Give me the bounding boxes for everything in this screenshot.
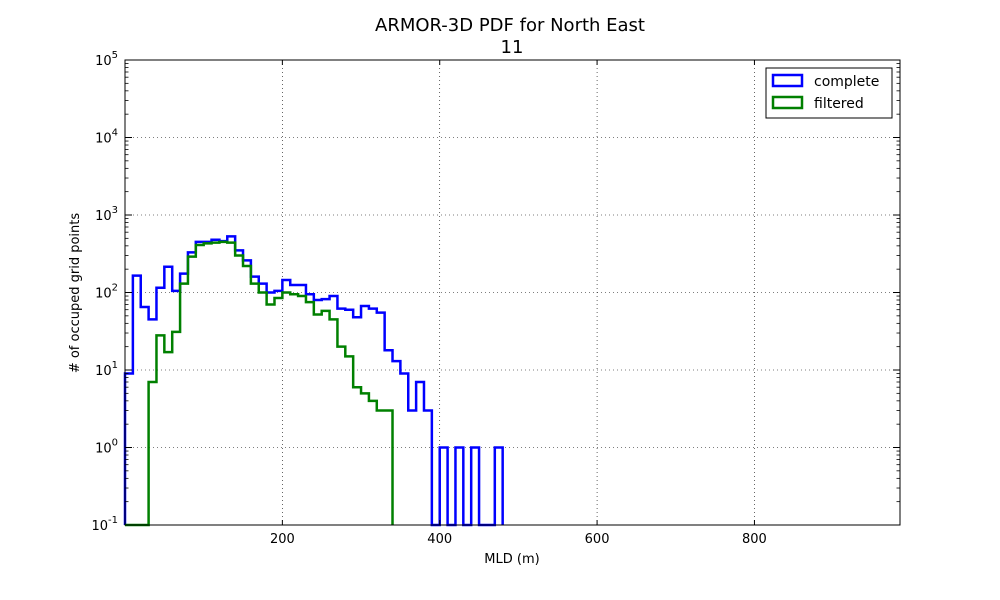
y-tick-label: 104 bbox=[95, 128, 118, 147]
x-axis: 200 400 600 800 bbox=[270, 60, 767, 547]
y-tick-label: 101 bbox=[95, 360, 118, 379]
legend-frame bbox=[765, 67, 893, 119]
x-tick-label: 200 bbox=[270, 532, 295, 547]
legend-label-filtered: filtered bbox=[814, 96, 864, 112]
y-tick-label: 103 bbox=[95, 205, 118, 224]
y-axis-label: # of occuped grid points bbox=[68, 213, 83, 374]
x-tick-label: 800 bbox=[742, 532, 767, 547]
y-axis: 10-1 100 101 102 103 104 105 bbox=[91, 50, 900, 534]
series-filtered bbox=[125, 240, 394, 527]
legend-swatch-complete bbox=[771, 73, 804, 88]
legend: complete filtered bbox=[765, 67, 893, 119]
y-tick-label: 105 bbox=[95, 50, 118, 69]
series-complete bbox=[123, 235, 504, 527]
chart-subtitle: 11 bbox=[501, 37, 524, 58]
x-tick-label: 400 bbox=[427, 532, 452, 547]
gridlines bbox=[125, 60, 900, 525]
x-tick-label: 600 bbox=[585, 532, 610, 547]
y-tick-label: 10-1 bbox=[91, 515, 118, 534]
y-tick-label: 102 bbox=[95, 283, 118, 302]
chart-title: ARMOR-3D PDF for North East bbox=[375, 15, 645, 36]
series-layer bbox=[123, 235, 504, 527]
y-tick-label: 100 bbox=[95, 438, 118, 457]
x-axis-label: MLD (m) bbox=[484, 552, 539, 567]
legend-label-complete: complete bbox=[814, 74, 879, 90]
legend-swatch-filtered bbox=[771, 95, 804, 110]
